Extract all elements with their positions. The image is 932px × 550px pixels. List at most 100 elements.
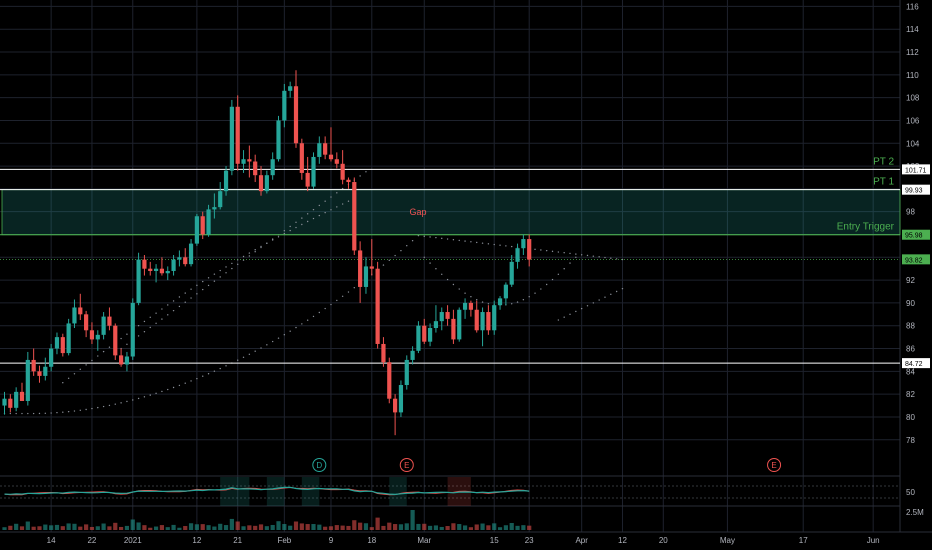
x-tick-label: Apr — [575, 536, 588, 545]
candle-body — [422, 325, 427, 342]
trail-dot — [178, 305, 181, 308]
x-tick-label: 15 — [490, 536, 499, 545]
trail-dot — [295, 326, 297, 329]
volume-bar — [153, 526, 159, 530]
trail-dot — [184, 301, 186, 303]
trail-dot — [67, 377, 70, 379]
trail-dot — [545, 283, 548, 286]
trail-dot — [242, 259, 245, 261]
candle-body — [258, 175, 264, 192]
volume-bar — [49, 525, 54, 530]
volume-bar — [270, 524, 275, 530]
candle-body — [410, 350, 415, 360]
y-tick-label: 90 — [906, 299, 915, 308]
volume-bar — [288, 525, 293, 530]
candle-body — [247, 159, 252, 162]
candle-body — [404, 359, 409, 386]
candle-body — [101, 316, 106, 335]
trail-dot — [207, 373, 210, 375]
level-label: PT 1 — [873, 177, 894, 188]
trail-dot — [545, 249, 548, 252]
trail-dot — [231, 262, 233, 265]
trail-dot — [137, 324, 140, 327]
candle-body — [19, 391, 25, 401]
candle-body — [60, 337, 65, 354]
volume-bar — [276, 521, 281, 530]
trail-dot — [73, 410, 76, 412]
trail-dot — [91, 359, 93, 362]
candle-body — [387, 362, 392, 399]
y-tick-label: 104 — [906, 139, 920, 148]
trail-dot — [277, 337, 280, 339]
trail-dot — [44, 412, 47, 414]
volume-bar — [439, 526, 444, 530]
volume-bar — [451, 523, 456, 530]
candle-body — [311, 156, 316, 187]
trail-dot — [155, 392, 157, 395]
volume-bar — [527, 525, 532, 530]
trail-dot — [161, 390, 163, 393]
trail-dot — [575, 310, 577, 313]
trail-dot — [32, 412, 35, 415]
entry-price-tag-bg — [902, 254, 930, 265]
volume-bar — [363, 523, 369, 530]
trail-dot — [283, 334, 286, 336]
volume-bar — [113, 522, 118, 530]
trail-dot — [336, 206, 338, 208]
trail-dot — [330, 209, 332, 211]
candle-body — [369, 266, 374, 269]
candle-body — [323, 143, 328, 155]
price-axis[interactable]: 1161141121101081061041021009896949290888… — [902, 2, 930, 517]
trail-dot — [38, 412, 41, 415]
level-price-tag-bg — [902, 184, 930, 195]
trail-dot — [359, 175, 361, 177]
volume-bar — [8, 525, 13, 530]
trail-dot — [470, 296, 472, 298]
event-label: D — [316, 461, 322, 470]
x-tick-label: 23 — [525, 536, 534, 545]
time-axis[interactable]: 14 22 2021 12 21 Feb 9 18 Mar 15 23 Apr 12 20 May 17 Jun — [47, 536, 880, 545]
volume-bar — [282, 524, 287, 530]
trail-dot — [615, 258, 618, 260]
trail-dot — [289, 229, 291, 232]
candle-body — [2, 398, 7, 406]
trail-dot — [85, 408, 87, 411]
y-tick-label: 86 — [906, 345, 915, 354]
osc-highlight — [266, 477, 285, 506]
volume-bar — [200, 524, 205, 530]
trail-dot — [155, 322, 157, 324]
trail-dot — [196, 377, 198, 380]
trail-dot — [423, 256, 425, 258]
volume-bar — [101, 523, 106, 530]
trail-dot — [411, 240, 414, 242]
candle-body — [358, 250, 363, 287]
candle-body — [124, 356, 130, 365]
trail-dot — [569, 262, 571, 264]
trail-dot — [429, 236, 431, 238]
candle-body — [142, 259, 147, 269]
trail-dot — [499, 244, 501, 246]
trail-dot — [312, 315, 315, 318]
trail-dot — [172, 300, 175, 302]
candle-body — [492, 305, 497, 331]
trail-dot — [196, 284, 198, 287]
candle-body — [462, 302, 468, 310]
trail-dot — [540, 288, 542, 290]
trail-dot — [540, 249, 542, 251]
y-tick-label: 106 — [906, 116, 920, 125]
trail-dot — [172, 309, 175, 312]
trail-dot — [388, 259, 390, 262]
trail-dot — [190, 380, 192, 382]
trail-dot — [161, 318, 163, 320]
trail-dot — [569, 252, 571, 255]
candle-body — [177, 257, 182, 260]
trail-dot — [97, 355, 99, 357]
volume-bar — [66, 523, 71, 530]
trail-dot — [260, 246, 262, 249]
volume-bar — [293, 521, 299, 530]
event-label: E — [404, 461, 409, 470]
trail-dot — [347, 291, 350, 293]
candle-body — [515, 248, 520, 262]
trail-dot — [324, 200, 326, 202]
